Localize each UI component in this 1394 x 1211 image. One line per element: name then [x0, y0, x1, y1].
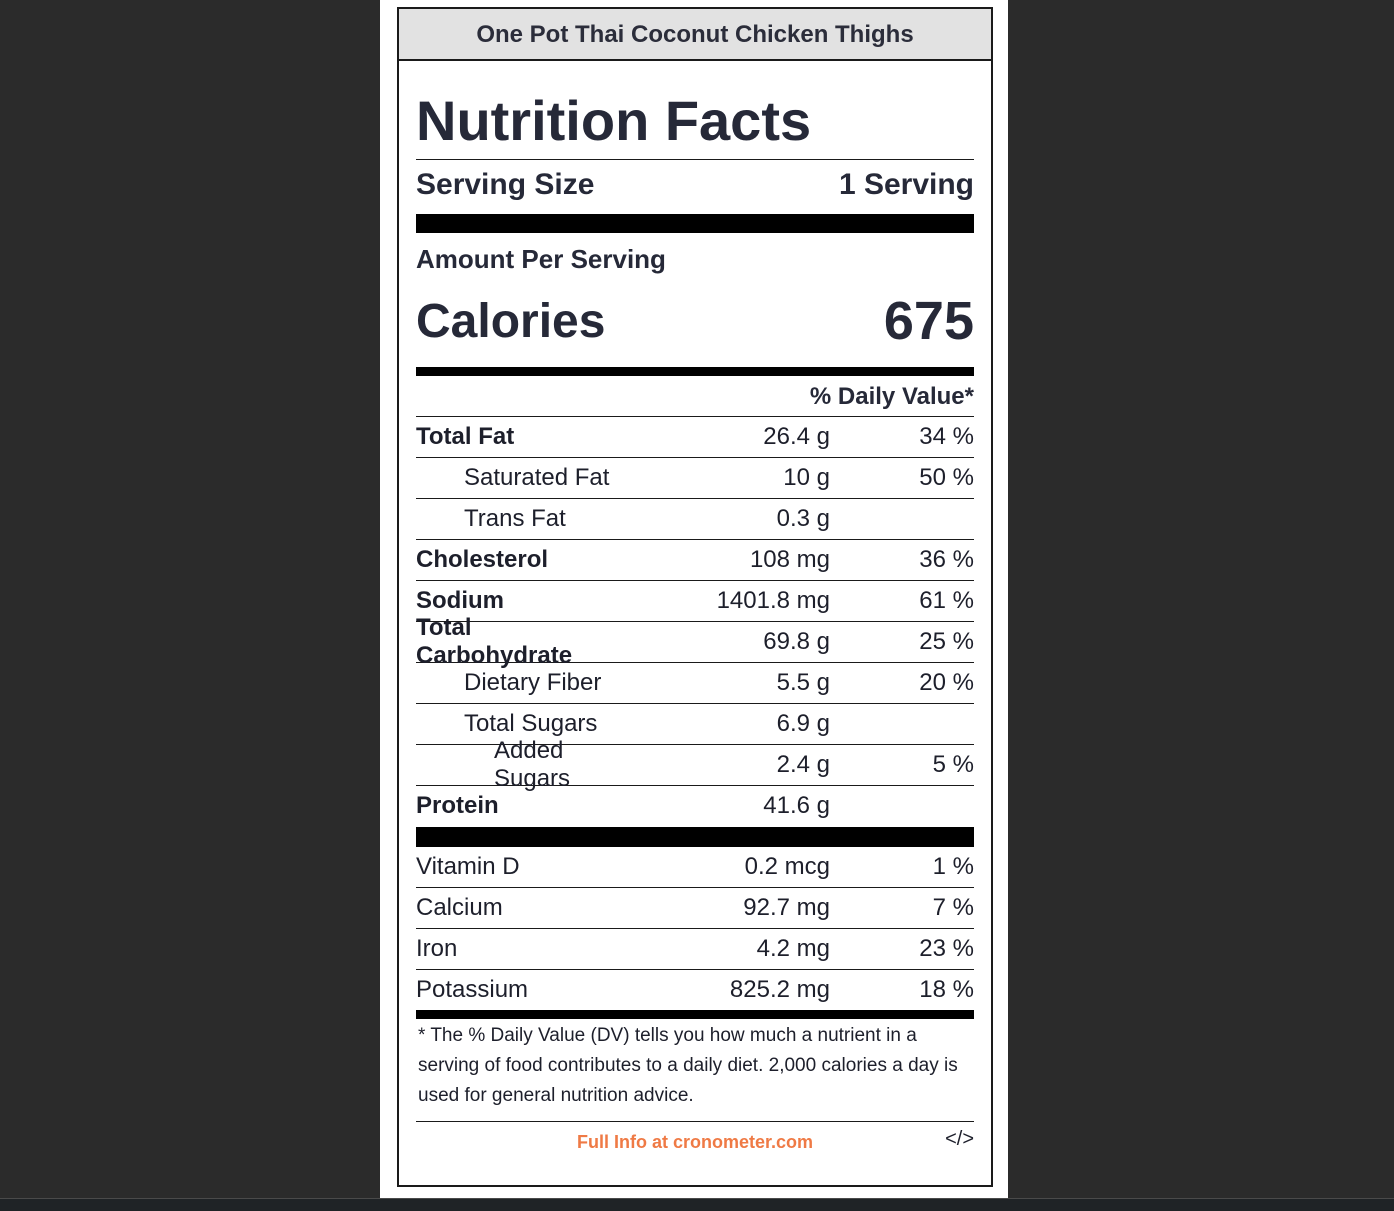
- nutrient-amount: 10 g: [783, 464, 830, 491]
- vitamin-row-iron: Iron 4.2 mg 23 %: [416, 928, 974, 969]
- nutrient-amount: 2.4 g: [776, 751, 830, 778]
- serving-size-value: 1 Serving: [838, 168, 974, 201]
- nutrient-row-cholesterol: Cholesterol 108 mg 36 %: [416, 539, 974, 580]
- nutrient-row-dietary-fiber: Dietary Fiber 5.5 g 20 %: [416, 662, 974, 703]
- nutrient-row-trans-fat: Trans Fat 0.3 g: [416, 498, 974, 539]
- nutrient-row-sodium: Sodium 1401.8 mg 61 %: [416, 580, 974, 621]
- nutrient-amount: 0.3 g: [776, 505, 830, 532]
- thick-divider: [416, 214, 974, 233]
- calories-value: 675: [883, 291, 974, 351]
- nutrient-row-total-fat: Total Fat 26.4 g 34 %: [416, 416, 974, 457]
- vitamin-name: Iron: [416, 935, 458, 962]
- calories-row: Calories 675: [416, 281, 974, 361]
- nutrient-name: Trans Fat: [464, 505, 566, 532]
- nutrient-name: Protein: [416, 792, 499, 819]
- vitamin-amount: 92.7 mg: [743, 894, 830, 921]
- nutrient-amount: 5.5 g: [776, 669, 830, 696]
- nutrient-name: Total Sugars: [464, 710, 598, 737]
- nutrient-name: Total Fat: [416, 423, 515, 450]
- nutrition-facts-title: Nutrition Facts: [416, 89, 812, 152]
- nutrient-row-saturated-fat: Saturated Fat 10 g 50 %: [416, 457, 974, 498]
- calories-label: Calories: [416, 294, 606, 348]
- recipe-title: One Pot Thai Coconut Chicken Thighs: [399, 9, 991, 61]
- nutrient-amount: 6.9 g: [776, 710, 830, 737]
- vitamin-name: Vitamin D: [416, 853, 520, 880]
- medium-divider: [416, 367, 974, 376]
- vitamin-row-potassium: Potassium 825.2 mg 18 %: [416, 969, 974, 1010]
- nutrient-name: Dietary Fiber: [464, 669, 602, 696]
- amount-per-serving: Amount Per Serving: [416, 244, 666, 274]
- vitamin-amount: 0.2 mcg: [744, 853, 830, 880]
- nutrient-percent: 5 %: [932, 751, 974, 778]
- vitamin-row-calcium: Calcium 92.7 mg 7 %: [416, 887, 974, 928]
- label-footer: Full Info at cronometer.com </>: [416, 1122, 974, 1162]
- nutrient-percent: 25 %: [919, 628, 974, 655]
- nutrient-row-protein: Protein 41.6 g: [416, 785, 974, 826]
- daily-value-header: % Daily Value*: [809, 383, 974, 410]
- nutrient-amount: 26.4 g: [763, 423, 830, 450]
- nutrient-name: Sodium: [416, 587, 504, 614]
- vitamin-percent: 1 %: [932, 853, 974, 880]
- nutrient-percent: 61 %: [919, 587, 974, 614]
- vitamin-percent: 23 %: [919, 935, 974, 962]
- vitamin-percent: 18 %: [919, 976, 974, 1003]
- nutrient-row-added-sugars: Added Sugars 2.4 g 5 %: [416, 737, 974, 792]
- medium-divider: [416, 1010, 974, 1019]
- cronometer-link[interactable]: Full Info at cronometer.com: [576, 1132, 814, 1152]
- nutrient-amount: 69.8 g: [763, 628, 830, 655]
- nutrient-amount: 108 mg: [749, 546, 830, 573]
- nutrition-label: One Pot Thai Coconut Chicken Thighs Nutr…: [397, 7, 993, 1187]
- nutrient-row-total-sugars: Total Sugars 6.9 g: [416, 703, 974, 744]
- serving-size-row: Serving Size 1 Serving: [416, 160, 974, 210]
- taskbar-strip: [0, 1198, 1394, 1211]
- embed-code-icon[interactable]: </>: [945, 1128, 974, 1150]
- nutrient-percent: 34 %: [919, 423, 974, 450]
- nutrient-row-total-carbohydrate: Total Carbohydrate 69.8 g 25 %: [416, 614, 974, 669]
- nutrient-name: Total Carbohydrate: [416, 614, 573, 669]
- vitamin-name: Potassium: [416, 976, 529, 1003]
- nutrient-amount: 41.6 g: [763, 792, 830, 819]
- serving-size-label: Serving Size: [416, 168, 595, 201]
- vitamin-percent: 7 %: [932, 894, 974, 921]
- nutrient-name: Saturated Fat: [464, 464, 610, 491]
- vitamin-amount: 4.2 mg: [756, 935, 830, 962]
- page: One Pot Thai Coconut Chicken Thighs Nutr…: [380, 0, 1008, 1198]
- nutrient-list: Total Fat 26.4 g 34 % Saturated Fat 10 g…: [416, 416, 974, 826]
- divider: [416, 159, 974, 160]
- nutrient-percent: 50 %: [919, 464, 974, 491]
- thick-divider: [416, 827, 974, 847]
- nutrient-amount: 1401.8 mg: [716, 587, 830, 614]
- nutrient-name: Cholesterol: [416, 546, 549, 573]
- nutrient-percent: 20 %: [919, 669, 974, 696]
- nutrient-name: Added Sugars: [494, 737, 571, 792]
- vitamin-name: Calcium: [416, 894, 503, 921]
- vitamin-amount: 825.2 mg: [729, 976, 830, 1003]
- vitamin-row-vitamin-d: Vitamin D 0.2 mcg 1 %: [416, 847, 974, 887]
- vitamin-list: Vitamin D 0.2 mcg 1 % Calcium 92.7 mg 7 …: [416, 847, 974, 1010]
- nutrient-percent: 36 %: [919, 546, 974, 573]
- daily-value-footnote: * The % Daily Value (DV) tells you how m…: [416, 1019, 974, 1122]
